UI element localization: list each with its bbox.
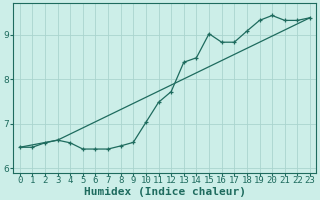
X-axis label: Humidex (Indice chaleur): Humidex (Indice chaleur)	[84, 186, 246, 197]
